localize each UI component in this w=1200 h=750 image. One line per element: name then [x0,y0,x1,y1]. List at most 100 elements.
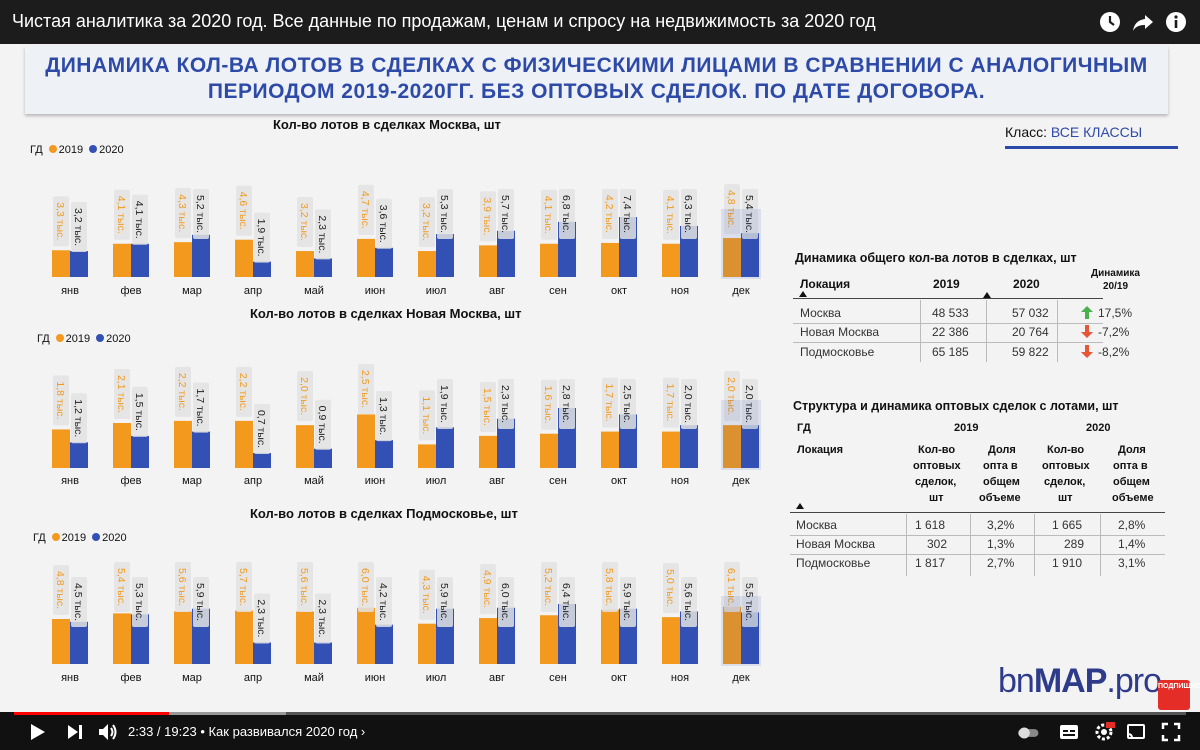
data-label-bg [376,198,392,249]
legend-prefix: ГД [30,144,43,156]
bar-2019 [540,433,558,468]
col-header-dynamics: Динамика [1091,268,1140,279]
charts-svg: 3,3 тыс. 3,2 тыс. янв 4,1 тыс. 4,1 тыс. фев 4,… [52,184,761,684]
x-tick-label: июл [426,475,447,487]
table-cell-dynamics: -7,2% [1098,325,1130,339]
class-filter-value[interactable]: ВСЕ КЛАССЫ [1050,124,1143,140]
cast-icon[interactable] [1125,721,1147,743]
x-tick-label: июн [365,285,385,297]
slide: ДИНАМИКА КОЛ-ВА ЛОТОВ В СДЕЛКАХ С ФИЗИЧЕ… [0,44,1200,712]
bar-2019 [540,615,558,664]
legend-2019: 2019 [58,144,84,156]
table-cell-count-2020: 1 910 [1052,556,1083,570]
bar-2019 [235,239,253,277]
col-header-2019: 2019 [933,277,960,291]
data-label-2020: 3,6 тыс. [377,205,389,243]
table-row-divider [793,342,1103,343]
subtitles-icon[interactable] [1058,721,1080,743]
bar-2019 [357,238,375,277]
data-label-2020: 2,3 тыс. [255,599,267,637]
selected-month-highlight [721,400,761,470]
data-label-bg [541,189,557,240]
data-label-2019: 2,1 тыс. [115,375,127,413]
table-row-divider [790,535,1165,536]
data-label-bg [419,390,435,441]
table-cell-2019: 22 386 [932,325,969,339]
table-cell-2019: 48 533 [932,306,969,320]
bar-2020 [192,431,210,468]
logo-part: MAP [1033,662,1108,700]
class-filter[interactable]: Класс: ВСЕ КЛАССЫ [1005,124,1142,140]
x-tick-label: апр [244,285,262,297]
bar-2020 [70,251,88,277]
bar-2019 [174,242,192,277]
x-tick-label: фев [120,672,141,684]
data-label-bg [114,562,130,612]
data-label-2019: 5,7 тыс. [237,568,249,606]
chart-title: Кол-во лотов в сделках Москва, шт [273,117,501,132]
watch-later-icon[interactable] [1097,9,1123,35]
data-label-bg [498,379,514,429]
data-label-bg [297,371,313,422]
chapter-title[interactable]: Как развивался 2020 год [208,724,358,739]
data-label-bg [602,188,618,239]
data-label-2020: 5,3 тыс. [133,583,145,621]
settings-icon[interactable] [1093,721,1115,743]
table-cell-2020: 20 764 [1012,325,1049,339]
data-label-bg [236,366,252,417]
data-label-2020: 7,4 тыс. [621,195,633,233]
autoplay-toggle-icon[interactable] [1018,722,1040,744]
bar-2019 [662,243,680,277]
header-line: шт [929,492,944,504]
progress-bar[interactable] [14,712,1186,715]
data-label-2020: 5,9 тыс. [438,583,450,621]
arrow-up-icon [1081,306,1093,319]
data-label-2019: 4,9 тыс. [481,570,493,608]
data-label-bg [315,399,331,450]
col-header-location: Локация [800,277,851,291]
chart-legend: ГД 2019 2020 [33,532,127,544]
data-label-bg [480,564,496,615]
data-label-bg [358,562,374,612]
data-label-bg [559,577,575,627]
bar-2019 [52,619,70,664]
header-line: сделок, [915,476,957,488]
play-icon[interactable] [26,721,48,743]
header-line: Доля [988,444,1016,456]
volume-icon[interactable] [97,721,119,743]
data-label-bg [193,189,209,239]
data-label-bg [71,202,87,253]
data-label-bg [254,404,270,454]
table-col-divider [970,514,971,576]
data-label-2020: 4,1 тыс. [133,201,145,239]
table-cell-count-2019: 302 [927,537,948,551]
sort-up-icon[interactable] [799,291,807,297]
data-label-bg [193,382,209,433]
bar-2019 [113,613,131,664]
data-label-bg [53,196,69,247]
sort-up-icon[interactable] [796,503,804,509]
time-display: 2:33 / 19:23 • Как развивался 2020 год › [128,724,366,739]
table-cell-2019: 65 185 [932,345,969,359]
data-label-2020: 1,3 тыс. [377,397,389,435]
col-header-location: Локация [797,444,844,456]
bar-2020 [314,448,332,468]
subscribe-badge[interactable]: ПОДПИШИСЬ [1158,680,1200,710]
data-label-2020: 5,5 тыс. [743,583,755,621]
bar-2019 [418,251,436,277]
fullscreen-icon[interactable] [1160,721,1182,743]
next-icon[interactable] [64,721,86,743]
bar-2020 [436,234,454,277]
col-header-dynamics-period: 20/19 [1103,281,1129,292]
x-tick-label: апр [244,672,262,684]
sort-up-icon[interactable] [983,292,991,298]
share-icon[interactable] [1130,9,1156,35]
bar-2019 [296,425,314,468]
bar-2020 [70,621,88,664]
video-top-bar: Чистая аналитика за 2020 год. Все данные… [0,0,1200,44]
data-label-2020: 2,3 тыс. [316,599,328,637]
info-icon[interactable] [1163,9,1189,35]
data-label-2019: 4,1 тыс. [542,196,554,234]
bar-2019 [662,431,680,468]
video-title[interactable]: Чистая аналитика за 2020 год. Все данные… [12,11,876,31]
